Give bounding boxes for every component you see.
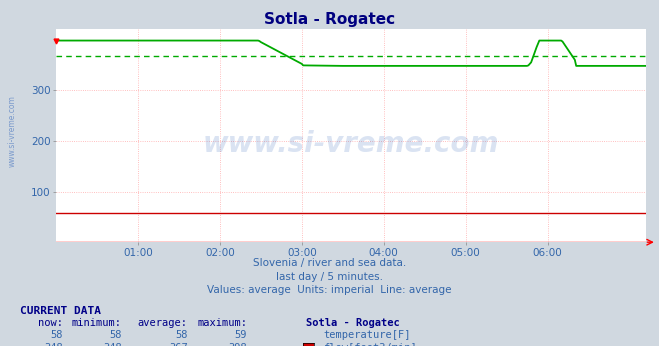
- Text: last day / 5 minutes.: last day / 5 minutes.: [276, 272, 383, 282]
- Text: 58: 58: [109, 330, 122, 340]
- Text: Sotla - Rogatec: Sotla - Rogatec: [264, 12, 395, 27]
- Text: 348: 348: [103, 343, 122, 346]
- Text: www.si-vreme.com: www.si-vreme.com: [8, 95, 17, 167]
- Text: 398: 398: [229, 343, 247, 346]
- Text: 59: 59: [235, 330, 247, 340]
- Text: 367: 367: [169, 343, 188, 346]
- Text: minimum:: minimum:: [72, 318, 122, 328]
- Text: Values: average  Units: imperial  Line: average: Values: average Units: imperial Line: av…: [207, 285, 452, 295]
- Text: average:: average:: [138, 318, 188, 328]
- Text: maximum:: maximum:: [197, 318, 247, 328]
- Text: 58: 58: [175, 330, 188, 340]
- Text: flow[foot3/min]: flow[foot3/min]: [323, 343, 416, 346]
- Text: CURRENT DATA: CURRENT DATA: [20, 306, 101, 316]
- Text: www.si-vreme.com: www.si-vreme.com: [203, 130, 499, 158]
- Text: Sotla - Rogatec: Sotla - Rogatec: [306, 318, 400, 328]
- Text: 58: 58: [50, 330, 63, 340]
- Text: Slovenia / river and sea data.: Slovenia / river and sea data.: [253, 258, 406, 268]
- Text: temperature[F]: temperature[F]: [323, 330, 411, 340]
- Text: now:: now:: [38, 318, 63, 328]
- Text: 348: 348: [44, 343, 63, 346]
